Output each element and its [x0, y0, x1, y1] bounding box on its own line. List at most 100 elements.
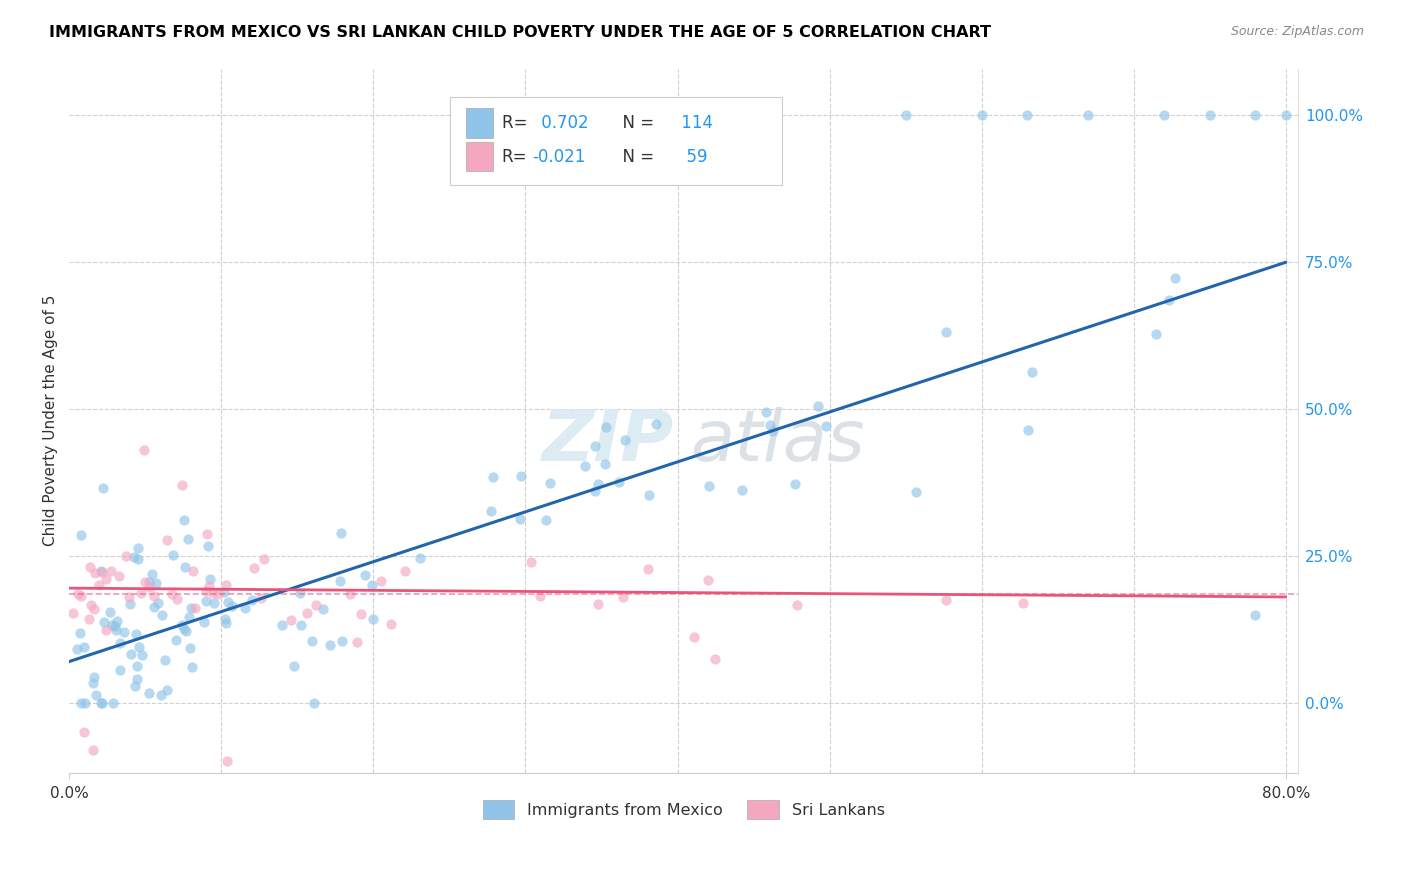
Point	[138, 686, 160, 700]
Point	[807, 399, 830, 413]
Point	[1017, 108, 1039, 122]
Point	[124, 679, 146, 693]
Point	[755, 404, 778, 418]
Point	[479, 504, 502, 518]
Text: R=: R=	[502, 147, 527, 166]
Point	[90, 564, 112, 578]
Point	[148, 596, 170, 610]
Point	[138, 575, 160, 590]
Point	[132, 443, 155, 458]
Point	[1198, 108, 1220, 122]
Point	[202, 585, 225, 599]
Point	[194, 594, 217, 608]
Point	[1153, 108, 1175, 122]
Point	[1077, 108, 1099, 122]
Point	[215, 616, 238, 631]
Point	[529, 590, 551, 604]
Point	[153, 652, 176, 666]
Point	[637, 562, 659, 576]
Point	[583, 484, 606, 499]
Point	[125, 658, 148, 673]
Point	[67, 587, 90, 601]
Point	[1274, 108, 1296, 122]
Point	[177, 610, 200, 624]
Point	[66, 642, 89, 657]
Point	[574, 458, 596, 473]
Point	[330, 634, 353, 648]
Point	[613, 433, 636, 447]
Point	[311, 601, 333, 615]
Point	[179, 640, 201, 655]
Point	[195, 583, 218, 598]
Point	[904, 484, 927, 499]
Point	[815, 419, 838, 434]
Point	[80, 599, 103, 613]
Point	[150, 689, 173, 703]
Text: 114: 114	[676, 114, 713, 132]
Point	[173, 512, 195, 526]
Point	[217, 595, 239, 609]
Point	[179, 601, 201, 615]
Point	[156, 533, 179, 548]
Point	[586, 597, 609, 611]
Point	[91, 481, 114, 495]
Point	[118, 591, 141, 605]
Text: atlas: atlas	[690, 408, 865, 476]
Point	[301, 634, 323, 648]
Point	[759, 418, 782, 433]
Text: N =: N =	[613, 147, 654, 166]
Point	[94, 624, 117, 638]
Point	[683, 630, 706, 644]
Text: R=: R=	[502, 114, 533, 132]
Point	[704, 652, 727, 666]
Point	[1021, 365, 1043, 379]
Point	[90, 696, 112, 710]
Point	[243, 561, 266, 575]
Point	[104, 623, 127, 637]
Point	[83, 602, 105, 616]
Point	[607, 475, 630, 489]
Point	[290, 618, 312, 632]
Point	[354, 568, 377, 582]
Point	[108, 569, 131, 583]
Point	[183, 601, 205, 615]
Point	[221, 599, 243, 614]
Point	[84, 689, 107, 703]
Point	[162, 587, 184, 601]
Point	[370, 574, 392, 588]
Point	[77, 611, 100, 625]
Point	[935, 592, 957, 607]
Point	[62, 606, 84, 620]
Point	[110, 663, 132, 677]
Text: ZIP: ZIP	[543, 408, 675, 476]
Point	[73, 696, 96, 710]
Point	[104, 618, 127, 632]
Point	[145, 576, 167, 591]
Point	[215, 755, 238, 769]
Point	[595, 420, 617, 434]
Point	[100, 564, 122, 578]
Point	[249, 591, 271, 606]
Point	[69, 625, 91, 640]
Point	[534, 513, 557, 527]
Point	[394, 564, 416, 578]
FancyBboxPatch shape	[467, 108, 494, 137]
Point	[212, 584, 235, 599]
Point	[339, 587, 361, 601]
Point	[583, 439, 606, 453]
Point	[170, 618, 193, 632]
Point	[1244, 108, 1267, 122]
Point	[280, 613, 302, 627]
Point	[696, 574, 718, 588]
Point	[240, 593, 263, 607]
Text: 0.702: 0.702	[536, 114, 589, 132]
Point	[233, 601, 256, 615]
Point	[894, 108, 917, 122]
Point	[83, 566, 105, 580]
Point	[93, 615, 115, 629]
Point	[935, 325, 957, 339]
Point	[150, 607, 173, 622]
Point	[1144, 327, 1167, 342]
Point	[380, 616, 402, 631]
Point	[79, 559, 101, 574]
